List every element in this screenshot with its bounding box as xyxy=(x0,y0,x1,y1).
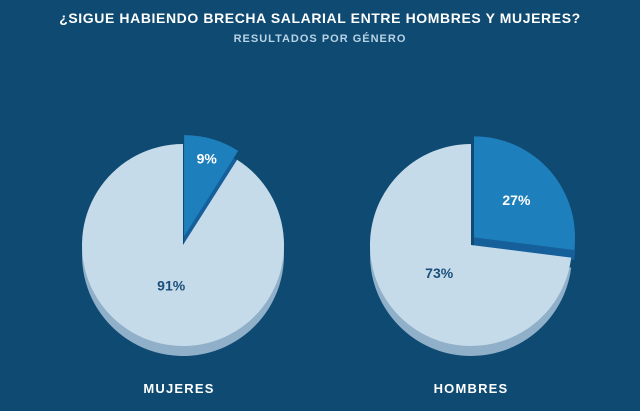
slice-label-no-hombres: 73% xyxy=(425,265,454,281)
pie-slice-no xyxy=(82,144,285,347)
category-label-mujeres: MUJERES xyxy=(143,381,214,396)
pie-slice-si xyxy=(474,136,575,251)
chart-title: ¿SIGUE HABIENDO BRECHA SALARIAL ENTRE HO… xyxy=(59,10,581,26)
pie-slice-si xyxy=(184,135,239,237)
category-label-hombres: HOMBRES xyxy=(434,381,509,396)
pie-chart-hombres: 27% 73% xyxy=(369,136,575,357)
slice-label-si-mujeres: 9% xyxy=(197,151,218,167)
chart-subtitle: RESULTADOS POR GÉNERO xyxy=(233,33,407,45)
slice-label-si-hombres: 27% xyxy=(502,192,531,208)
pie-chart-mujeres: 9% 91% xyxy=(82,135,285,356)
pie-slice-no xyxy=(369,143,572,346)
slice-label-no-mujeres: 91% xyxy=(157,278,186,294)
